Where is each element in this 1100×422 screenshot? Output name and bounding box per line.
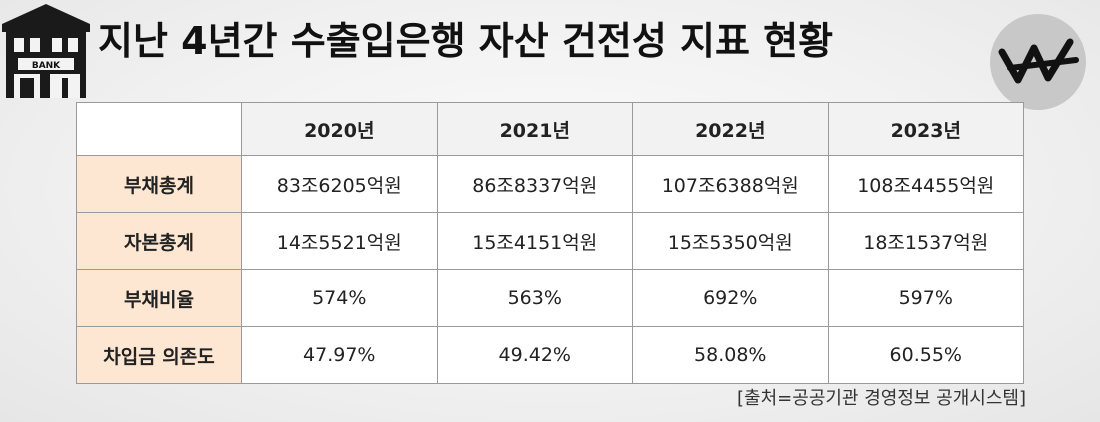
table-cell: 60.55% [827,326,1024,384]
source-note: [출처=공공기관 경영정보 공개시스템] [737,388,1026,409]
row-header: 차입금 의존도 [76,326,242,384]
table-cell: 83조6205억원 [241,155,438,213]
table-cell: 18조1537억원 [827,212,1024,270]
table-cell: 107조6388억원 [632,155,829,213]
w-logo-icon [990,14,1086,110]
table-cell: 597% [827,269,1024,327]
table-cell: 47.97% [241,326,438,384]
column-header: 2022년 [632,102,829,156]
table-cell: 108조4455억원 [827,155,1024,213]
corner-cell [76,102,242,156]
bank-sign-text: BANK [32,61,61,71]
table-cell: 86조8337억원 [436,155,633,213]
row-header: 자본총계 [76,212,242,270]
column-header: 2020년 [241,102,438,156]
table-row: 자본총계 14조5521억원 15조4151억원 15조5350억원 18조15… [76,212,1024,270]
page-title: 지난 4년간 수출입은행 자산 건전성 지표 현황 [98,19,834,63]
column-header: 2023년 [827,102,1024,156]
asset-soundness-table: 2020년 2021년 2022년 2023년 부채총계 83조6205억원 8… [76,102,1024,384]
table-cell: 563% [436,269,633,327]
bank-building-icon: BANK [2,4,90,98]
table-cell: 15조5350억원 [632,212,829,270]
row-header: 부채총계 [76,155,242,213]
table-cell: 49.42% [436,326,633,384]
column-header: 2021년 [436,102,633,156]
table-row: 차입금 의존도 47.97% 49.42% 58.08% 60.55% [76,326,1024,384]
table-row: 부채비율 574% 563% 692% 597% [76,269,1024,327]
table-row: 부채총계 83조6205억원 86조8337억원 107조6388억원 108조… [76,155,1024,213]
table-cell: 15조4151억원 [436,212,633,270]
row-header: 부채비율 [76,269,242,327]
table-cell: 14조5521억원 [241,212,438,270]
table-cell: 574% [241,269,438,327]
table-cell: 58.08% [632,326,829,384]
table-header-row: 2020년 2021년 2022년 2023년 [76,102,1024,156]
table-cell: 692% [632,269,829,327]
